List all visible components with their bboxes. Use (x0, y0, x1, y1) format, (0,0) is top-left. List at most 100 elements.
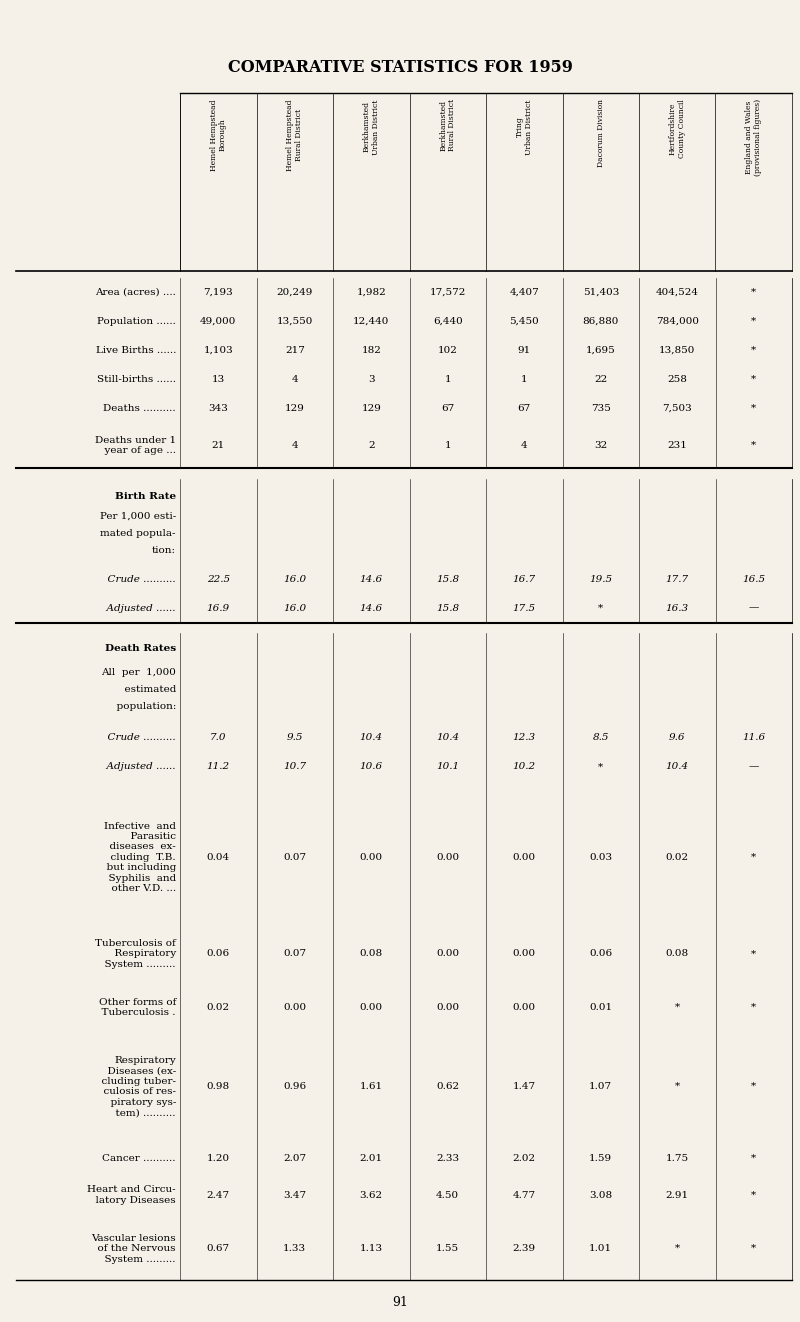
Text: 2.39: 2.39 (513, 1244, 536, 1253)
Text: Live Births ......: Live Births ...... (96, 346, 176, 354)
Text: Crude ..........: Crude .......... (102, 734, 176, 742)
Text: 2.01: 2.01 (360, 1154, 383, 1162)
Text: 10.4: 10.4 (436, 734, 459, 742)
Text: *: * (751, 949, 756, 958)
Text: *: * (674, 1003, 680, 1011)
Text: 784,000: 784,000 (656, 317, 698, 325)
Text: 1.33: 1.33 (283, 1244, 306, 1253)
Text: 102: 102 (438, 346, 458, 354)
Text: 86,880: 86,880 (582, 317, 619, 325)
Text: 22.5: 22.5 (206, 575, 230, 583)
Text: 2.91: 2.91 (666, 1191, 689, 1199)
Text: Infective  and
  Parasitic
  diseases  ex-
  cluding  T.B.
  but including
  Syp: Infective and Parasitic diseases ex- clu… (100, 821, 176, 894)
Text: *: * (598, 763, 603, 771)
Text: 1.13: 1.13 (360, 1244, 383, 1253)
Text: 10.1: 10.1 (436, 763, 459, 771)
Text: 51,403: 51,403 (582, 288, 619, 296)
Text: Birth Rate: Birth Rate (115, 492, 176, 501)
Text: *: * (598, 604, 603, 612)
Text: Death Rates: Death Rates (105, 644, 176, 653)
Text: 1: 1 (521, 375, 527, 383)
Text: Other forms of
  Tuberculosis .: Other forms of Tuberculosis . (95, 998, 176, 1017)
Text: 16.0: 16.0 (283, 604, 306, 612)
Text: 16.7: 16.7 (513, 575, 536, 583)
Text: Area (acres) ....: Area (acres) .... (95, 288, 176, 296)
Text: 14.6: 14.6 (360, 604, 383, 612)
Text: 0.04: 0.04 (206, 853, 230, 862)
Text: 17.7: 17.7 (666, 575, 689, 583)
Text: 0.00: 0.00 (436, 949, 459, 958)
Text: 10.4: 10.4 (360, 734, 383, 742)
Text: 1.75: 1.75 (666, 1154, 689, 1162)
Text: 0.07: 0.07 (283, 853, 306, 862)
Text: Hertfordshire
County Council: Hertfordshire County Council (669, 99, 686, 157)
Text: 67: 67 (518, 405, 531, 412)
Text: 0.02: 0.02 (666, 853, 689, 862)
Text: 11.2: 11.2 (206, 763, 230, 771)
Text: 22: 22 (594, 375, 607, 383)
Text: *: * (751, 405, 756, 412)
Text: *: * (751, 375, 756, 383)
Text: 0.08: 0.08 (666, 949, 689, 958)
Text: Heart and Circu-
  latory Diseases: Heart and Circu- latory Diseases (87, 1186, 176, 1204)
Text: 13,850: 13,850 (659, 346, 695, 354)
Text: *: * (751, 317, 756, 325)
Text: 16.5: 16.5 (742, 575, 766, 583)
Text: 0.02: 0.02 (206, 1003, 230, 1011)
Text: 32: 32 (594, 442, 607, 449)
Text: 4.50: 4.50 (436, 1191, 459, 1199)
Text: 1.55: 1.55 (436, 1244, 459, 1253)
Text: *: * (751, 1003, 756, 1011)
Text: Tuberculosis of
  Respiratory
  System .........: Tuberculosis of Respiratory System .....… (95, 939, 176, 969)
Text: 1,982: 1,982 (356, 288, 386, 296)
Text: 129: 129 (362, 405, 381, 412)
Text: 1.20: 1.20 (206, 1154, 230, 1162)
Text: COMPARATIVE STATISTICS FOR 1959: COMPARATIVE STATISTICS FOR 1959 (227, 59, 573, 77)
Text: 2.07: 2.07 (283, 1154, 306, 1162)
Text: 0.00: 0.00 (436, 853, 459, 862)
Text: 343: 343 (208, 405, 228, 412)
Text: *: * (751, 1244, 756, 1253)
Text: 14.6: 14.6 (360, 575, 383, 583)
Text: 0.06: 0.06 (206, 949, 230, 958)
Text: England and Wales
(provisional figures): England and Wales (provisional figures) (745, 99, 762, 176)
Text: 0.08: 0.08 (360, 949, 383, 958)
Text: *: * (674, 1083, 680, 1091)
Text: 0.96: 0.96 (283, 1083, 306, 1091)
Text: mated popula-: mated popula- (101, 529, 176, 538)
Text: 0.06: 0.06 (589, 949, 612, 958)
Text: 0.01: 0.01 (589, 1003, 612, 1011)
Text: 10.2: 10.2 (513, 763, 536, 771)
Text: Per 1,000 esti-: Per 1,000 esti- (100, 512, 176, 521)
Text: 0.00: 0.00 (360, 1003, 383, 1011)
Text: estimated: estimated (118, 685, 176, 694)
Text: Adjusted ......: Adjusted ...... (101, 763, 176, 771)
Text: 0.00: 0.00 (513, 1003, 536, 1011)
Text: 1.47: 1.47 (513, 1083, 536, 1091)
Text: 4: 4 (291, 375, 298, 383)
Text: 1: 1 (445, 442, 451, 449)
Text: 182: 182 (362, 346, 381, 354)
Text: Hemel Hempstead
Rural District: Hemel Hempstead Rural District (286, 99, 303, 171)
Text: *: * (751, 1191, 756, 1199)
Text: 735: 735 (591, 405, 610, 412)
Text: 2.33: 2.33 (436, 1154, 459, 1162)
Text: 7.0: 7.0 (210, 734, 226, 742)
Text: 1,103: 1,103 (203, 346, 233, 354)
Text: 10.6: 10.6 (360, 763, 383, 771)
Text: 1.61: 1.61 (360, 1083, 383, 1091)
Text: 0.07: 0.07 (283, 949, 306, 958)
Text: —: — (749, 604, 759, 612)
Text: Hemel Hempstead
Borough: Hemel Hempstead Borough (210, 99, 227, 171)
Text: 3: 3 (368, 375, 374, 383)
Text: 6,440: 6,440 (433, 317, 462, 325)
Text: 7,193: 7,193 (203, 288, 233, 296)
Text: Still-births ......: Still-births ...... (97, 375, 176, 383)
Text: 1.07: 1.07 (589, 1083, 612, 1091)
Text: 15.8: 15.8 (436, 575, 459, 583)
Text: 3.08: 3.08 (589, 1191, 612, 1199)
Text: 91: 91 (392, 1296, 408, 1309)
Text: 7,503: 7,503 (662, 405, 692, 412)
Text: 1.59: 1.59 (589, 1154, 612, 1162)
Text: 217: 217 (285, 346, 305, 354)
